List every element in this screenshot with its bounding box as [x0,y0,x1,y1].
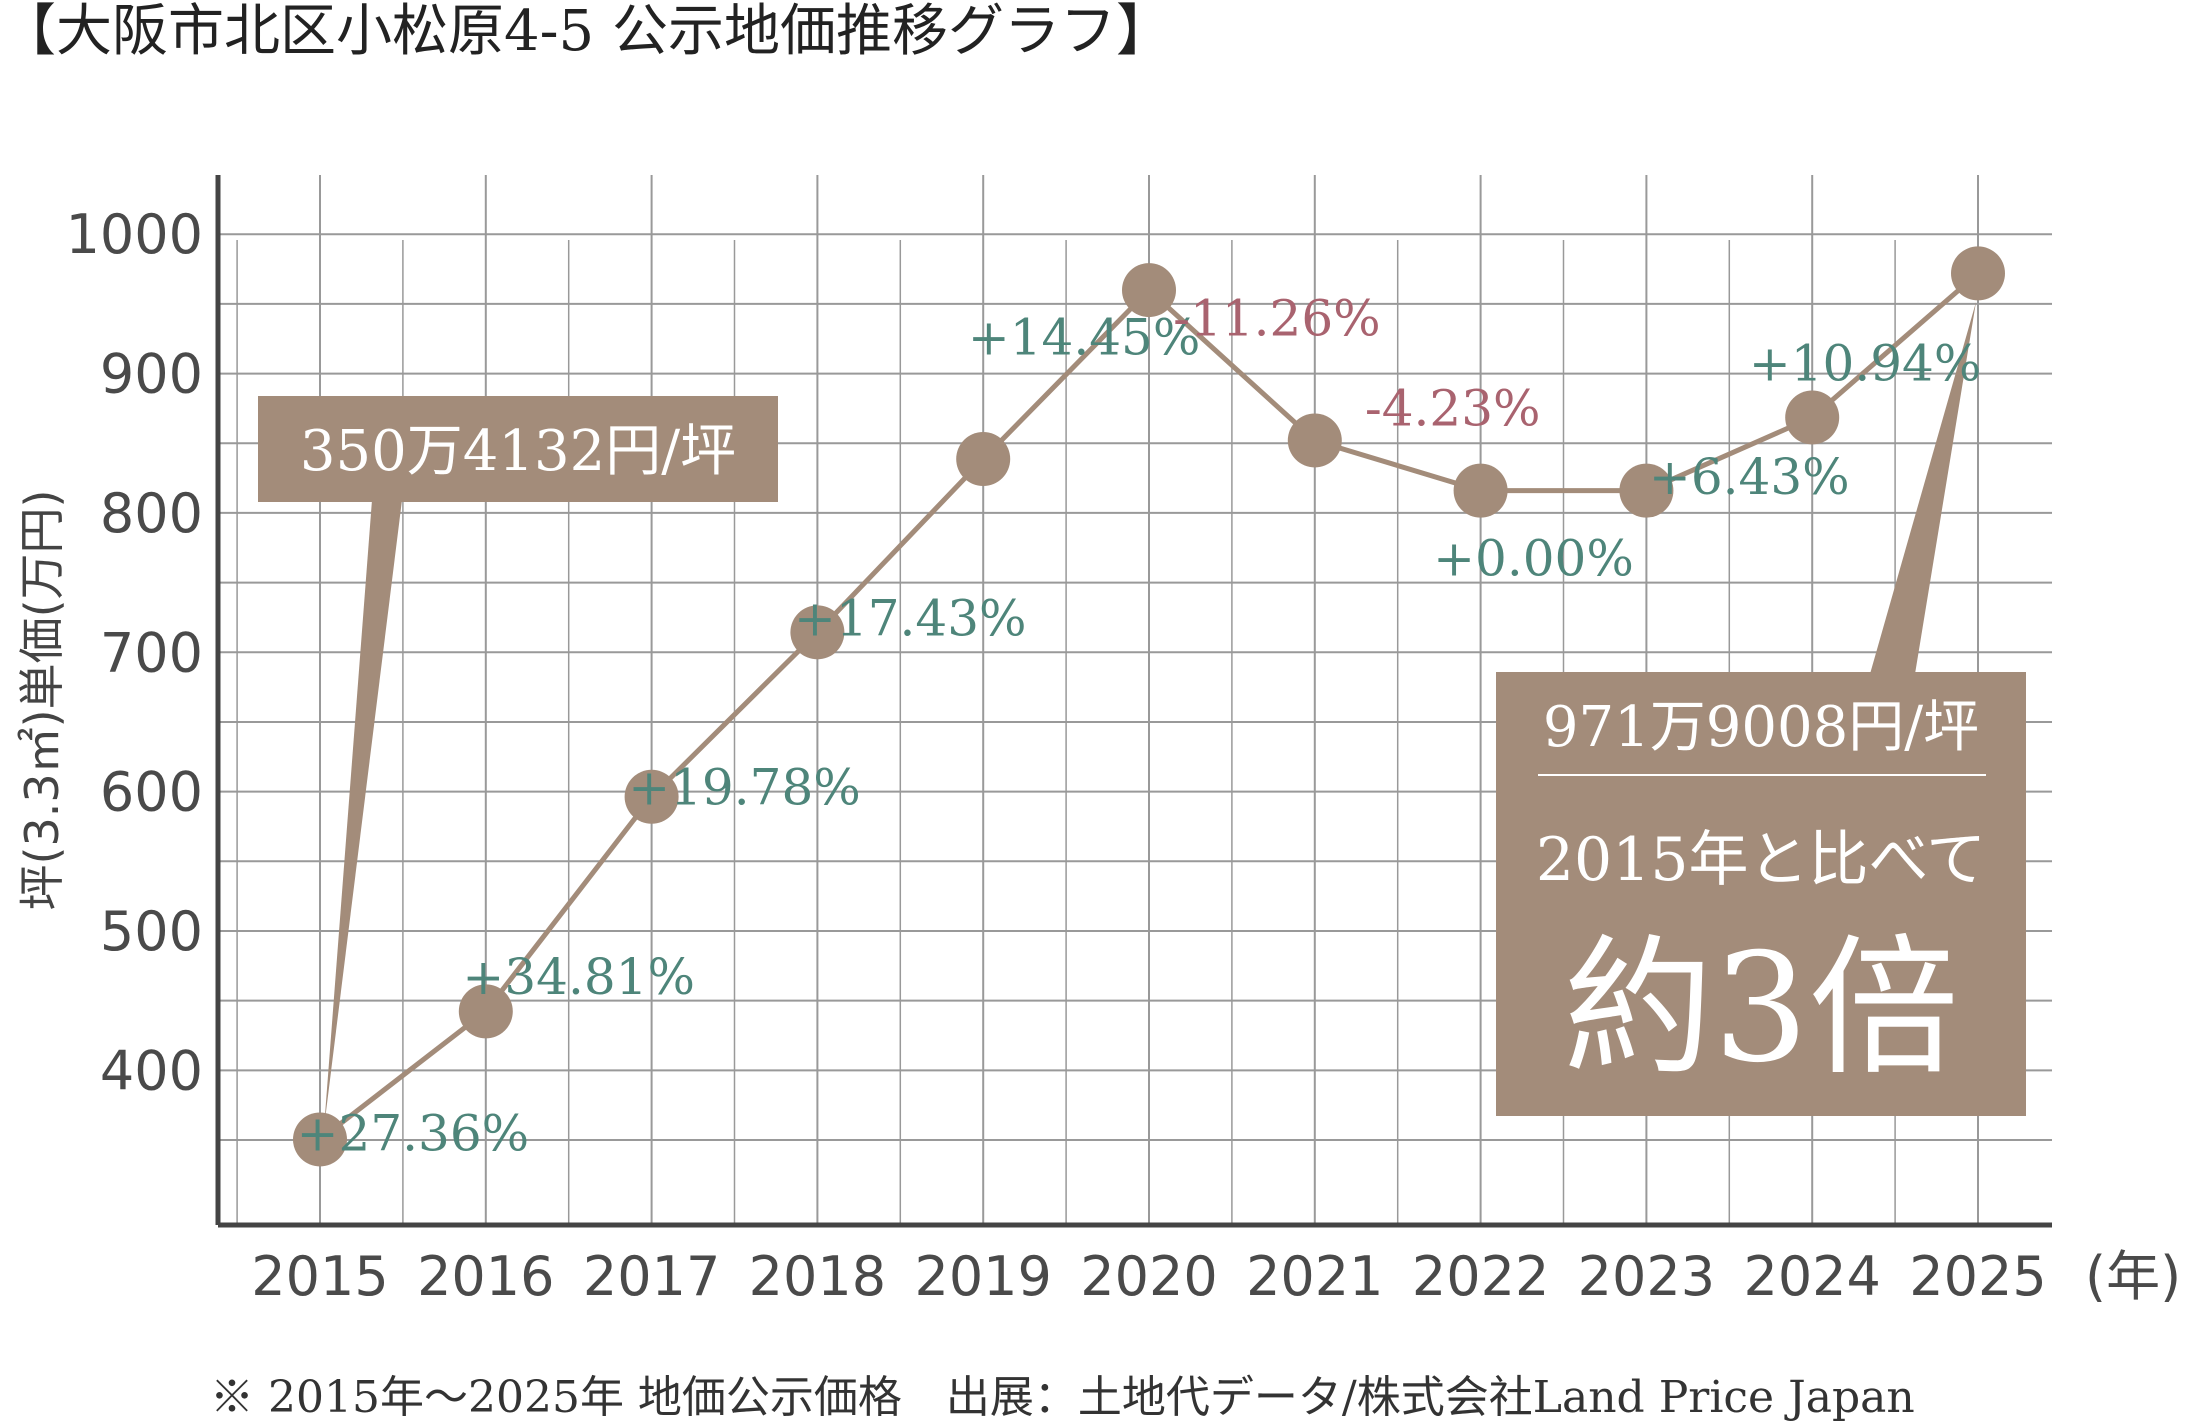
start-price-callout [258,396,778,502]
x-axis-unit-label: (年) [2085,1245,2181,1308]
callouts: 350万4132円/坪 971万9008円/坪 2015年と比べて 約3倍 [258,302,2026,1128]
change-label: +19.78% [628,759,861,817]
x-tick-label: 2018 [749,1245,886,1308]
change-label: +0.00% [1433,530,1634,588]
data-point [458,984,513,1039]
chart-title: 【大阪市北区小松原4-5 公示地価推移グラフ】 [0,0,1172,64]
price-series [293,246,2005,1167]
data-point [293,1112,347,1167]
ratio-label: 約3倍 [1563,922,1958,1096]
axes [215,175,2052,1228]
source-note: ※ 2015年～2025年 地価公示価格 出展：土地代データ/株式会社Land … [210,1372,1915,1423]
data-point [1287,413,1342,468]
change-label: +27.36% [297,1104,530,1162]
y-tick-label: 400 [100,1039,203,1102]
y-tick-label: 700 [100,621,203,684]
change-labels: +27.36% +34.81% +19.78% +17.43% +14.45%-11.2… [297,289,1982,1162]
end-price-label: 971万9008円/坪 [1543,695,1979,760]
change-label: +10.94% [1749,334,1982,392]
change-label: +34.81% [462,948,695,1006]
x-tick-label: 2021 [1246,1245,1383,1308]
x-tick-label: 2023 [1578,1245,1715,1308]
x-tick-label: 2015 [251,1245,388,1308]
data-point [624,769,679,824]
data-point [790,605,845,660]
change-label: -4.23% [1365,380,1541,438]
start-price-label: 350万4132円/坪 [300,419,736,484]
data-point [1619,463,1674,518]
y-tick-label: 500 [100,900,203,963]
y-tick-label: 600 [100,761,203,824]
y-tick-label: 800 [100,482,203,545]
x-tick-labels: 2015 2016 2017 2018 2019 2020 2021 2022 2023 2024… [251,1245,2046,1308]
y-tick-label: 900 [100,343,203,406]
y-tick-label: 1000 [66,203,203,266]
x-tick-label: 2025 [1909,1245,2046,1308]
x-tick-label: 2020 [1080,1245,1217,1308]
data-point [1122,263,1176,318]
change-label: +17.43% [794,590,1027,648]
data-point [1453,463,1508,518]
x-tick-label: 2019 [914,1245,1051,1308]
y-tick-labels: 400 500 600 700 800 900 1000 [66,203,203,1102]
y-axis-label: 坪(3.3㎡)単価(万円) [15,490,69,911]
start-callout-pointer [324,500,402,1128]
end-price-callout [1496,672,2026,1116]
change-label: +14.45% [968,309,1201,367]
x-tick-label: 2016 [417,1245,554,1308]
x-tick-label: 2022 [1412,1245,1549,1308]
x-tick-label: 2017 [583,1245,720,1308]
data-point [1951,246,2005,301]
compare-label: 2015年と比べて [1536,825,1986,895]
change-label: +6.43% [1649,448,1850,506]
x-tick-label: 2024 [1743,1245,1880,1308]
change-label: -11.26% [1173,289,1381,347]
end-callout-pointer [1870,302,1976,674]
data-point [956,431,1011,486]
data-point [1785,390,1840,445]
